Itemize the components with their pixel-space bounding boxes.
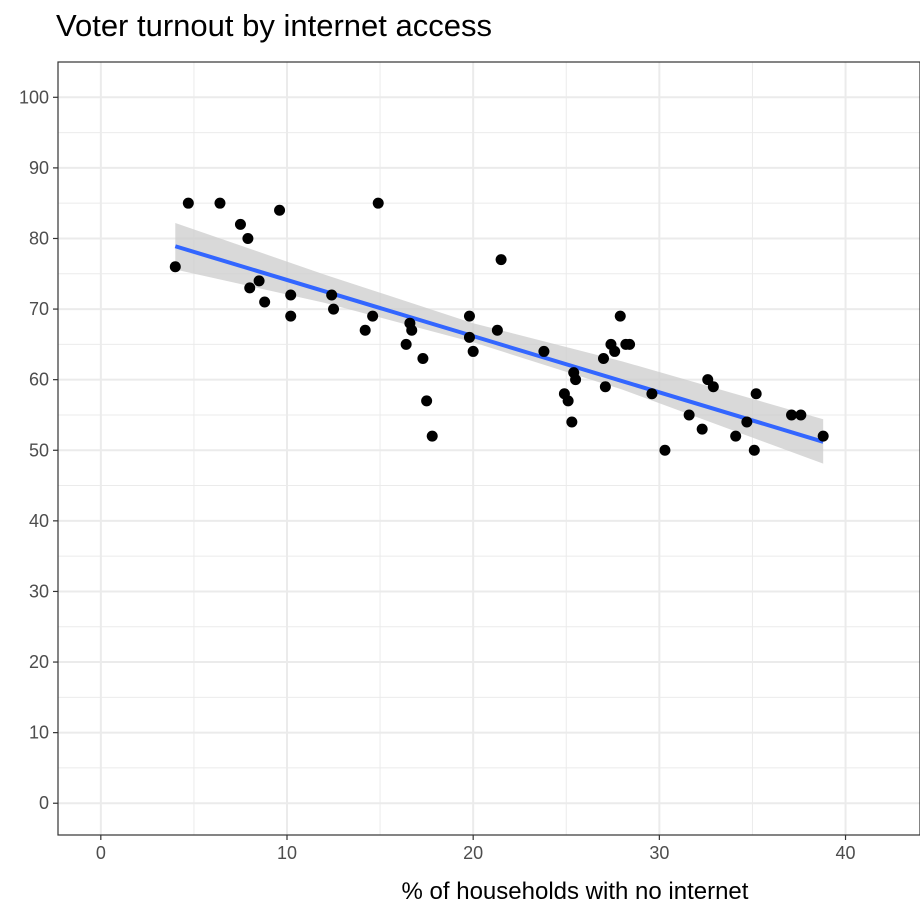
data-point bbox=[597, 352, 609, 364]
grid-lines bbox=[58, 61, 920, 835]
data-point bbox=[234, 218, 246, 230]
y-tick-label: 50 bbox=[29, 440, 49, 460]
data-point bbox=[646, 388, 658, 400]
data-point bbox=[242, 232, 254, 244]
x-tick-label: 30 bbox=[649, 843, 669, 863]
y-tick-label: 60 bbox=[29, 370, 49, 390]
data-point bbox=[328, 303, 340, 315]
data-point bbox=[372, 197, 384, 209]
y-tick-label: 100 bbox=[19, 87, 49, 107]
y-tick-label: 40 bbox=[29, 511, 49, 531]
data-point bbox=[426, 430, 438, 442]
data-point bbox=[786, 409, 798, 421]
plot-panel-border bbox=[57, 61, 920, 836]
y-tick-label: 70 bbox=[29, 299, 49, 319]
data-point bbox=[696, 423, 708, 435]
data-point bbox=[566, 416, 578, 428]
data-points bbox=[169, 197, 829, 456]
data-point bbox=[285, 289, 297, 301]
y-tick-label: 90 bbox=[29, 158, 49, 178]
axis-ticks: 0 10 20 30 40 0 10 20 30 40 50 60 70 80 90 100 bbox=[19, 87, 856, 863]
x-tick-label: 20 bbox=[463, 843, 483, 863]
data-point bbox=[730, 430, 742, 442]
x-tick-label: 0 bbox=[96, 843, 106, 863]
data-point bbox=[244, 282, 256, 294]
data-point bbox=[417, 352, 429, 364]
data-point bbox=[491, 324, 503, 336]
data-point bbox=[741, 416, 753, 428]
data-point bbox=[795, 409, 807, 421]
fit-line bbox=[174, 244, 824, 444]
data-point bbox=[683, 409, 695, 421]
data-point bbox=[463, 310, 475, 322]
data-point bbox=[214, 197, 226, 209]
data-point bbox=[467, 345, 479, 357]
data-point bbox=[463, 331, 475, 343]
data-point bbox=[659, 444, 671, 456]
y-tick-label: 0 bbox=[39, 793, 49, 813]
data-point bbox=[367, 310, 379, 322]
data-point bbox=[259, 296, 271, 308]
data-point bbox=[817, 430, 829, 442]
chart-title: Voter turnout by internet access bbox=[56, 8, 492, 43]
plot-panel bbox=[58, 62, 920, 835]
data-point bbox=[326, 289, 338, 301]
data-point bbox=[285, 310, 297, 322]
data-point bbox=[707, 381, 719, 393]
x-tick-label: 10 bbox=[277, 843, 297, 863]
y-tick-label: 30 bbox=[29, 581, 49, 601]
data-point bbox=[274, 204, 286, 216]
fit-line-layer bbox=[174, 244, 824, 444]
data-point bbox=[748, 444, 760, 456]
data-point bbox=[169, 261, 181, 273]
data-point bbox=[624, 338, 636, 350]
data-point bbox=[182, 197, 194, 209]
data-point bbox=[253, 275, 265, 287]
data-point bbox=[599, 381, 611, 393]
data-point bbox=[400, 338, 412, 350]
data-point bbox=[359, 324, 371, 336]
data-point bbox=[750, 388, 762, 400]
data-point bbox=[421, 395, 433, 407]
data-point bbox=[495, 254, 507, 266]
data-point bbox=[406, 324, 418, 336]
data-point bbox=[570, 374, 582, 386]
x-tick-label: 40 bbox=[836, 843, 856, 863]
data-point bbox=[609, 345, 621, 357]
y-tick-label: 10 bbox=[29, 723, 49, 743]
x-axis-title: % of households with no internet bbox=[402, 878, 749, 905]
y-tick-label: 80 bbox=[29, 228, 49, 248]
data-point bbox=[562, 395, 574, 407]
data-point bbox=[538, 345, 550, 357]
y-tick-label: 20 bbox=[29, 652, 49, 672]
data-point bbox=[614, 310, 626, 322]
